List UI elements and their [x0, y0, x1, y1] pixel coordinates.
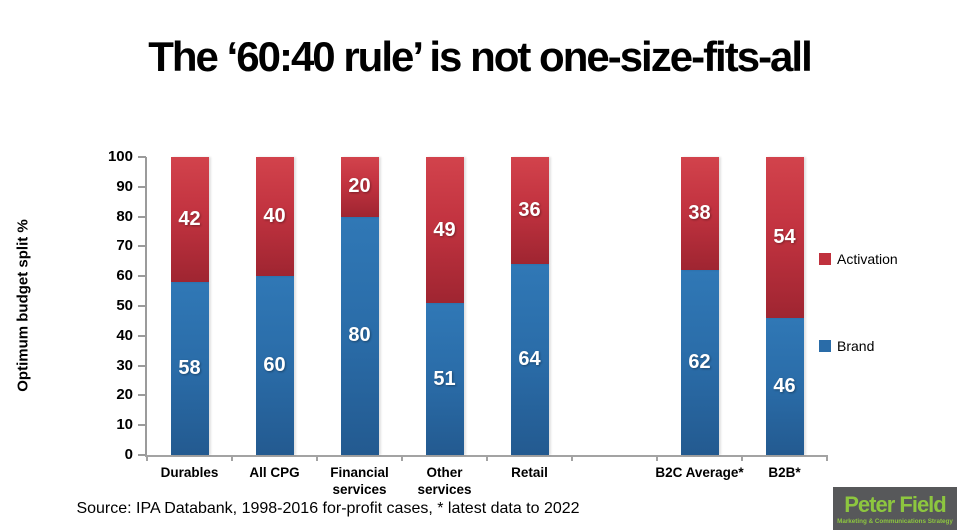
brand-segment: 58 [170, 282, 209, 455]
y-axis-tick [138, 334, 146, 337]
brand-segment: 80 [340, 216, 379, 455]
stacked-bar-b2b: 46 54 [765, 157, 804, 455]
y-axis-tick [138, 305, 146, 307]
bar-value-label: 36 [518, 199, 541, 222]
y-axis-tick [138, 364, 146, 367]
legend-label: Brand [837, 338, 875, 354]
activation-segment: 54 [765, 157, 804, 318]
bar-value-label: 42 [178, 208, 201, 231]
x-axis-tick [656, 455, 658, 461]
y-axis-tick [138, 394, 146, 397]
legend-item-activation: Activation [819, 251, 898, 267]
x-axis-tick [146, 455, 148, 461]
y-axis-tick-label: 90 [116, 177, 133, 195]
category-label: Other services [417, 465, 472, 497]
brand-swatch-icon [819, 340, 831, 352]
activation-segment: 40 [255, 157, 294, 277]
bar-value-label: 64 [518, 348, 541, 371]
activation-segment: 20 [340, 157, 379, 217]
category-label: B2C Average* [655, 465, 744, 480]
y-axis-tick-label: 40 [116, 326, 133, 344]
y-axis-tick [138, 275, 146, 278]
activation-segment: 38 [680, 157, 719, 271]
y-axis-tick [138, 424, 146, 427]
logo-tagline: Marketing & Communications Strategy [837, 518, 953, 525]
brand-segment: 62 [680, 270, 719, 455]
bar-value-label: 20 [348, 175, 371, 198]
logo-name: Peter Field [844, 492, 946, 517]
bar-value-label: 80 [348, 324, 371, 347]
y-axis-tick-label: 80 [116, 207, 133, 225]
bar-value-label: 54 [773, 225, 796, 248]
activation-swatch-icon [819, 253, 831, 265]
y-axis-line [145, 157, 147, 455]
y-axis-label: Optimum budget split % [14, 219, 32, 392]
stacked-bar-durables: 58 42 [170, 157, 209, 455]
x-axis-tick [571, 455, 573, 461]
y-axis-tick-label: 100 [107, 148, 133, 165]
plot-area: 0 10 20 30 40 50 60 70 80 90 100 58 42 Durables 60 40 Al… [108, 148, 828, 497]
bar-value-label: 49 [433, 218, 456, 241]
x-axis-tick [401, 455, 403, 461]
peter-field-logo: Peter Field Marketing & Communications S… [833, 487, 957, 530]
x-axis-tick [486, 455, 488, 461]
legend-label: Activation [837, 251, 898, 267]
brand-segment: 64 [510, 264, 549, 455]
stacked-bar-retail: 64 36 [510, 157, 549, 455]
category-label: Durables [160, 465, 219, 480]
y-axis-tick-label: 20 [116, 386, 133, 404]
y-axis-tick-label: 10 [116, 416, 133, 434]
brand-segment: 60 [255, 276, 294, 455]
brand-segment: 51 [425, 303, 464, 455]
activation-segment: 36 [510, 157, 549, 265]
y-axis-tick-label: 50 [116, 297, 133, 314]
brand-segment: 46 [765, 317, 804, 455]
y-axis-tick [138, 185, 146, 188]
x-axis-tick [316, 455, 318, 461]
y-axis-tick [138, 156, 146, 158]
bar-value-label: 46 [773, 374, 796, 397]
y-axis-tick-label: 60 [116, 267, 133, 285]
bar-value-label: 38 [688, 202, 711, 225]
y-axis-tick [138, 215, 146, 218]
y-axis-tick [138, 454, 146, 456]
bar-value-label: 60 [263, 354, 286, 377]
activation-segment: 49 [425, 157, 464, 304]
bar-value-label: 58 [178, 357, 201, 380]
y-axis-tick-label: 30 [116, 356, 133, 374]
bar-value-label: 62 [688, 351, 711, 374]
y-axis-tick-label: 0 [124, 446, 133, 463]
y-axis-tick [138, 245, 146, 248]
source-note: Source: IPA Databank, 1998-2016 for-prof… [76, 500, 580, 517]
bar-value-label: 51 [433, 367, 456, 390]
x-axis-tick [741, 455, 743, 461]
stacked-bar-financial-services: 80 20 [340, 157, 379, 455]
y-axis-tick-label: 70 [116, 237, 133, 255]
x-axis-tick [231, 455, 233, 461]
chart-title: The ‘60:40 rule’ is not one-size-fits-al… [148, 33, 813, 80]
x-axis-tick [826, 455, 828, 461]
stacked-bar-other-services: 51 49 [425, 157, 464, 455]
bar-value-label: 40 [263, 205, 286, 228]
category-label: Retail [511, 465, 548, 480]
legend-item-brand: Brand [819, 338, 874, 354]
category-label: Financial services [330, 465, 389, 497]
activation-segment: 42 [170, 157, 209, 283]
stacked-bar-all-cpg: 60 40 [255, 157, 294, 455]
category-label: All CPG [249, 465, 300, 480]
category-label: B2B* [768, 465, 801, 480]
stacked-bar-b2c-average: 62 38 [680, 157, 719, 455]
